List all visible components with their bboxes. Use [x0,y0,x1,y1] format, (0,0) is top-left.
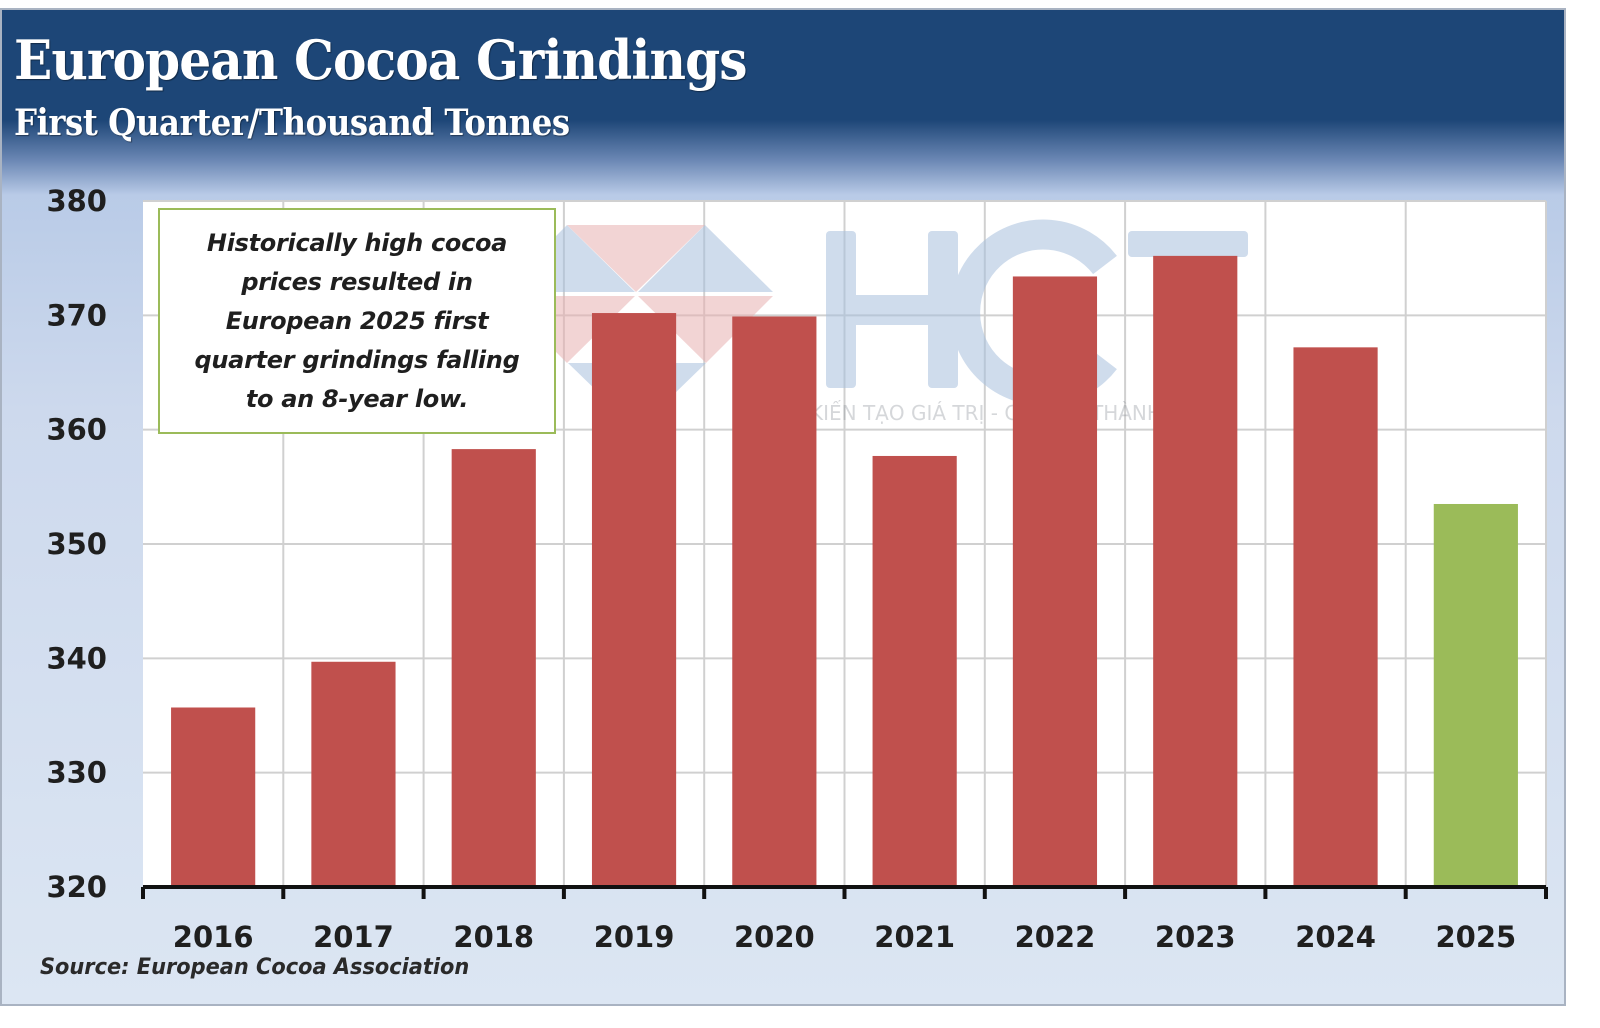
x-axis [141,885,1548,899]
x-tick-label: 2019 [594,920,675,954]
bars [171,255,1518,888]
x-tick-label: 2024 [1295,920,1376,954]
bar-2023 [1153,255,1238,887]
y-axis-ticks: 320 330 340 350 360 370 380 [46,184,107,904]
y-tick-label: 340 [46,641,107,675]
x-tick-label: 2025 [1435,920,1516,954]
x-tick-label: 2022 [1015,920,1096,954]
bar-2024 [1293,347,1378,887]
x-axis-tick-labels: 2016 2017 2018 2019 2020 2021 2022 2023 2024 2025 [173,920,1516,954]
bar-2021 [872,455,957,887]
x-tick-label: 2016 [173,920,254,954]
bar-2016 [171,707,256,887]
x-tick-label: 2017 [313,920,394,954]
y-tick-label: 330 [46,756,107,790]
y-tick-label: 360 [46,413,107,447]
bar-2018 [451,449,536,887]
annotation-line: to an 8-year low. [245,384,469,413]
bar-2019 [591,313,677,888]
y-tick-label: 370 [46,298,107,332]
x-tick-label: 2023 [1155,920,1236,954]
annotation-box: Historically high cocoa prices resulted … [158,208,556,434]
y-tick-label: 320 [46,870,107,904]
x-tick-label: 2020 [734,920,815,954]
x-tick-label: 2018 [453,920,534,954]
bar-2025 [1433,503,1518,887]
annotation-line: Historically high cocoa [206,228,508,257]
chart-subtitle: First Quarter/Thousand Tonnes [14,102,570,144]
source-note: Source: European Cocoa Association [40,955,470,980]
y-tick-label: 380 [46,184,107,218]
annotation-line: prices resulted in [241,267,473,296]
x-tick-label: 2021 [874,920,955,954]
chart-title: European Cocoa Grindings [14,28,748,92]
bar-2020 [732,316,817,887]
bar-2022 [1012,276,1098,888]
annotation-text: Historically high cocoa prices resulted … [167,224,547,419]
annotation-line: European 2025 first [225,306,489,335]
y-tick-label: 350 [46,527,107,561]
annotation-line: quarter grindings falling [194,345,520,374]
bar-2017 [311,661,396,887]
